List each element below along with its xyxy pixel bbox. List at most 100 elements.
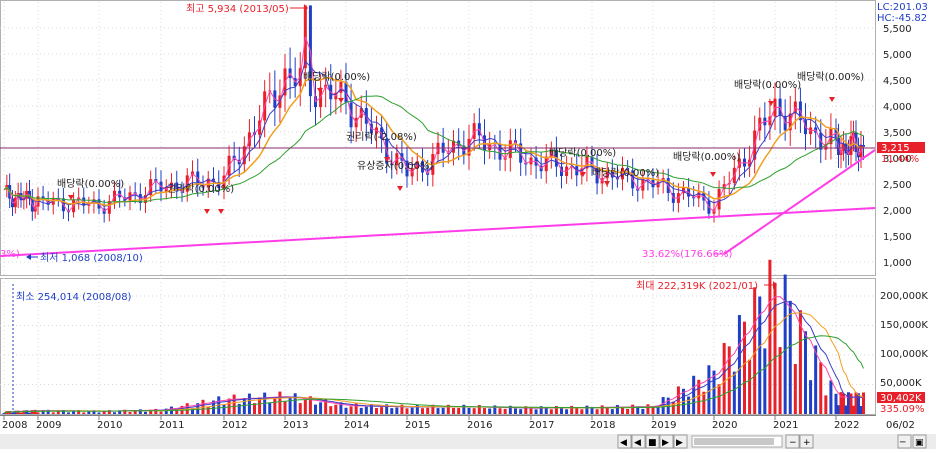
price-axis: 5,500 5,000 4,500 4,000 3,500 3,000 2,50… [883, 24, 912, 269]
volume-bar [8, 410, 12, 414]
volume-bar [778, 347, 782, 414]
volume-bar [656, 407, 660, 414]
volume-bar [334, 404, 338, 414]
trend-line-rise[interactable] [723, 149, 876, 255]
volume-tick: 200,000K [880, 291, 928, 302]
prev-button[interactable]: ◀ [631, 434, 646, 449]
volume-bar [359, 407, 363, 414]
volume-bar [298, 403, 302, 414]
next-button[interactable]: ▶ [659, 434, 674, 449]
volume-bar [773, 282, 777, 414]
volume-bar [862, 392, 865, 414]
year-label: 2009 [36, 420, 61, 431]
volume-bar [549, 409, 553, 414]
event-label: 배당락(0.00%) [303, 71, 370, 83]
volume-bar [268, 402, 272, 414]
volume-bar [600, 405, 604, 414]
volume-bar [375, 408, 378, 414]
volume-bar [626, 409, 630, 414]
volume-bar [753, 287, 757, 414]
year-label: 2010 [97, 420, 122, 431]
volume-bar [410, 407, 414, 414]
last-button[interactable]: ▶ [673, 434, 688, 449]
volume-bar [339, 402, 343, 414]
volume-tick: 100,000K [880, 349, 928, 360]
view-line-button[interactable]: ─ [897, 434, 912, 449]
svg-text:■: ■ [648, 438, 657, 448]
price-candles [5, 5, 865, 223]
year-label: 2008 [2, 420, 27, 431]
volume-bar [467, 407, 471, 414]
volume-bar [646, 404, 650, 414]
zoom-in-button[interactable]: + [799, 434, 814, 449]
scroll-controls: ◀ ◀ ■ ▶ ▶ − + ─ ▣ [0, 434, 936, 449]
price-tick: 2,000 [883, 206, 912, 217]
volume-bar [144, 411, 147, 414]
volume-panel-frame [0, 278, 876, 415]
left-pct-label: 3%) [0, 249, 20, 260]
low-label: 최저 1,068 (2008/10) [40, 252, 143, 264]
hc-readout: HC:-45.82 [877, 13, 927, 24]
volume-bar [87, 410, 91, 414]
first-button[interactable]: ◀ [617, 434, 632, 449]
stop-button[interactable]: ■ [645, 434, 660, 449]
volume-bar [839, 392, 843, 414]
volume-bar [570, 405, 574, 414]
year-label: 2018 [590, 420, 615, 431]
volume-bar [237, 403, 241, 414]
volume-bar [477, 405, 481, 414]
zoom-out-button[interactable]: − [785, 434, 800, 449]
volume-bar [498, 408, 502, 414]
price-tick: 4,500 [883, 76, 912, 87]
volume-bar [273, 396, 277, 414]
volume-bar [829, 380, 833, 414]
scroll-thumb[interactable] [694, 438, 774, 445]
volume-bar [77, 410, 81, 414]
volume-bar [847, 392, 850, 414]
volume-bar [824, 395, 828, 414]
trend-line-support[interactable] [0, 207, 876, 257]
volume-bar [369, 403, 373, 414]
event-label: 배당락(0.00%) [797, 71, 864, 83]
volume-bar [857, 393, 860, 414]
volume-bar [329, 406, 333, 414]
volume-bar [16, 410, 20, 414]
volume-bar [293, 393, 297, 414]
event-label: 배당락(0.00%) [549, 147, 616, 159]
volume-bar [565, 409, 569, 414]
year-label: 2015 [405, 420, 430, 431]
svg-text:▣: ▣ [915, 438, 924, 448]
volume-bar [560, 408, 563, 414]
svg-text:◀: ◀ [634, 438, 641, 448]
volume-bar [743, 321, 746, 414]
volume-bar [175, 409, 179, 414]
volume-ma120-line [3, 335, 864, 414]
volume-bar [575, 407, 579, 414]
volume-bar [788, 300, 792, 414]
volume-bar [441, 407, 445, 414]
volume-bar [222, 404, 226, 414]
volume-bar [554, 406, 558, 414]
volume-bar [493, 405, 497, 414]
view-box-button[interactable]: ▣ [912, 434, 927, 449]
svg-text:−: − [789, 438, 797, 448]
volume-bar [97, 412, 101, 414]
year-label: 2011 [159, 420, 184, 431]
grid-lines [0, 2, 875, 420]
volume-bar [118, 410, 122, 414]
volume-bar [585, 405, 589, 414]
volume-bar [283, 401, 287, 414]
svg-text:▶: ▶ [662, 438, 669, 448]
volume-bar [102, 410, 106, 414]
price-tick: 4,000 [883, 102, 912, 113]
volume-bar [314, 404, 317, 414]
volume-bar [324, 399, 328, 414]
volume-bar [22, 410, 26, 414]
volume-min-label: 최소 254,014 (2008/08) [16, 291, 132, 303]
volume-bar [793, 364, 797, 414]
volume-bar [426, 407, 430, 414]
current-volume-tag: 30,402K [880, 393, 922, 404]
volume-bar [842, 393, 845, 414]
volume-bar [844, 405, 848, 414]
volume-bar [783, 274, 787, 414]
